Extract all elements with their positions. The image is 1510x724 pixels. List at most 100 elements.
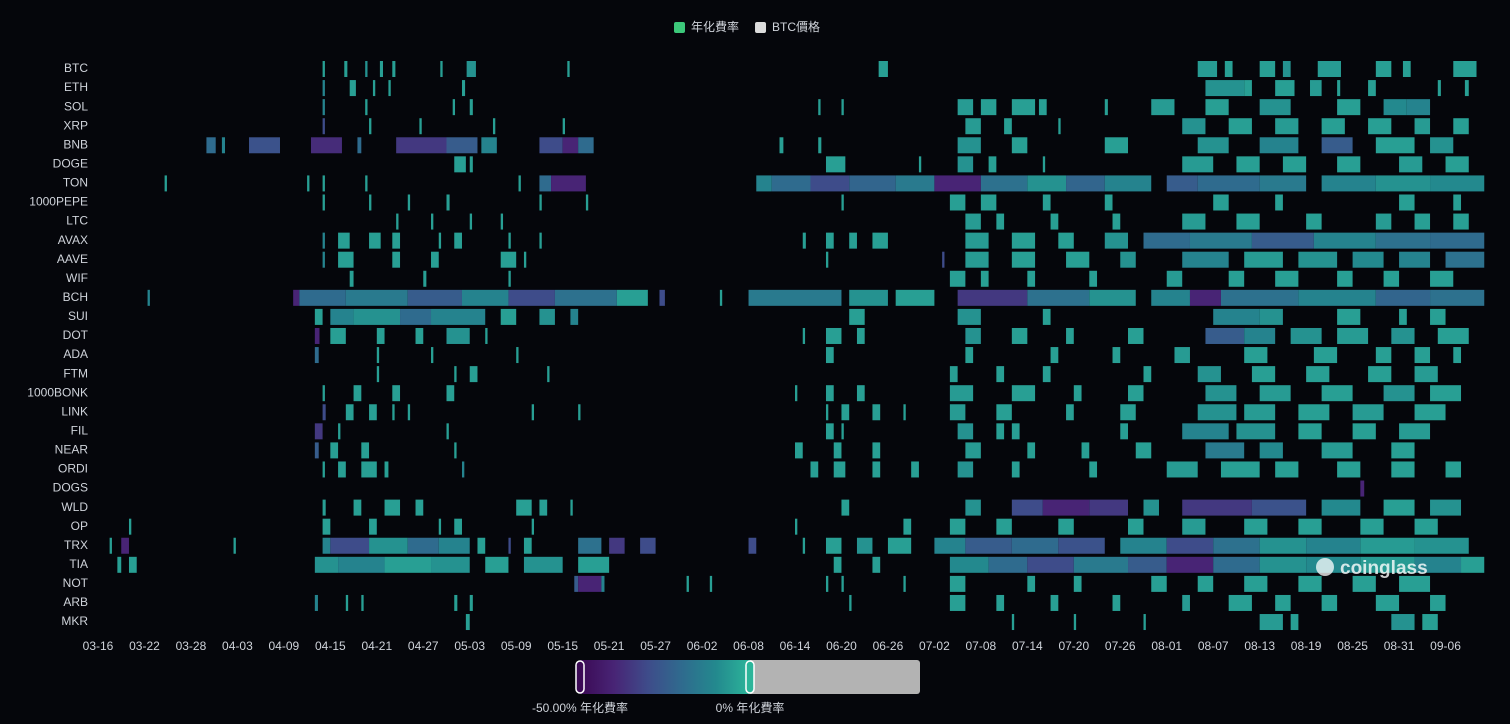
heat-cell (461, 80, 466, 97)
heat-cell (469, 366, 478, 383)
heat-cell (980, 194, 997, 211)
y-tick-label: ETH (64, 80, 88, 94)
heat-cell (849, 308, 865, 325)
heat-cell (1399, 575, 1431, 592)
heat-cell (508, 537, 511, 554)
x-tick-label: 06-20 (826, 639, 857, 653)
watermark-icon (1316, 558, 1334, 576)
heat-cell (1213, 556, 1260, 573)
heat-cell (1310, 80, 1322, 97)
heat-cell (578, 404, 581, 421)
heat-cell (1375, 232, 1431, 249)
heat-cell (878, 61, 888, 77)
heat-cell (1298, 289, 1376, 306)
visual-map-handle[interactable] (575, 660, 585, 694)
heat-cell (1430, 270, 1454, 287)
heat-cell (551, 175, 586, 192)
heat-cell (856, 327, 865, 344)
heat-cell (988, 556, 1028, 573)
heat-cell (376, 366, 380, 383)
heat-cell (1360, 556, 1415, 573)
x-tick-label: 08-07 (1198, 639, 1229, 653)
heat-cell (1011, 614, 1015, 631)
heat-cell (221, 137, 226, 154)
heat-cell (396, 213, 399, 230)
heat-cell (1058, 232, 1074, 249)
heat-cell (957, 289, 1028, 306)
heat-cell (1414, 118, 1431, 135)
heat-cell (353, 308, 401, 325)
heat-cell (1259, 175, 1307, 192)
heat-cell (1182, 156, 1214, 173)
heat-cell (508, 289, 555, 306)
heat-cell (454, 232, 462, 249)
heat-cell (570, 308, 579, 325)
heat-cell (438, 518, 442, 535)
heat-cell (686, 575, 689, 592)
heat-cell (1464, 80, 1469, 97)
x-tick-label: 04-27 (408, 639, 439, 653)
visual-map-range (580, 660, 750, 694)
heat-cell (322, 461, 325, 478)
heat-cell (1058, 537, 1105, 554)
heat-cell (1375, 347, 1392, 364)
x-tick-label: 08-19 (1291, 639, 1322, 653)
heat-cell (841, 194, 844, 211)
heat-cell (1360, 480, 1365, 497)
heat-cell (1430, 499, 1462, 516)
heat-cell (825, 575, 829, 592)
legend-swatch[interactable] (674, 22, 685, 33)
heat-cell (833, 461, 846, 478)
heat-cell (392, 404, 395, 421)
heat-cell (949, 594, 966, 611)
heat-cell (299, 289, 346, 306)
heat-cell (338, 461, 346, 478)
heat-cell (1399, 156, 1423, 173)
heat-cell (1414, 518, 1438, 535)
heat-cell (454, 518, 462, 535)
visual-map-handle[interactable] (745, 660, 755, 694)
heat-cell (1321, 137, 1353, 154)
heat-cell (481, 137, 497, 154)
heat-cell (314, 308, 323, 325)
heat-cell (1383, 99, 1407, 116)
heat-cell (1205, 327, 1245, 344)
heat-cell (1104, 175, 1152, 192)
x-tick-label: 04-03 (222, 639, 253, 653)
heat-cell (1182, 499, 1252, 516)
heat-cell (1453, 61, 1477, 77)
heat-cell (477, 537, 486, 554)
heat-cell (539, 194, 542, 211)
heat-cell (128, 518, 132, 535)
legend-label[interactable]: 年化費率 (691, 19, 739, 34)
heat-cell (1391, 442, 1415, 459)
heat-cell (516, 499, 532, 516)
heat-cell (1112, 213, 1121, 230)
x-tick-label: 09-06 (1430, 639, 1461, 653)
y-tick-label: FTM (63, 366, 88, 380)
heat-cell (361, 442, 370, 459)
heat-cell (345, 594, 349, 611)
x-tick-label: 07-14 (1012, 639, 1043, 653)
heat-cell (446, 385, 455, 402)
legend-swatch[interactable] (755, 22, 767, 33)
heat-cell (407, 194, 411, 211)
heat-cell (748, 289, 842, 306)
heat-cell (388, 80, 391, 97)
heat-cell (314, 347, 319, 364)
legend-label[interactable]: BTC價格 (772, 19, 820, 34)
heat-cell (1298, 251, 1338, 268)
heat-cell (1275, 270, 1299, 287)
heat-cell (825, 347, 834, 364)
y-tick-label: DOGE (53, 157, 88, 171)
heat-cell (1073, 575, 1082, 592)
heat-cell (322, 118, 325, 135)
heat-cell (996, 423, 1005, 440)
heat-cell (109, 537, 112, 554)
heat-cell (818, 99, 821, 116)
heat-cell (431, 213, 434, 230)
heat-cell (574, 575, 579, 592)
heat-cell (1375, 175, 1431, 192)
heat-cell (1220, 461, 1260, 478)
y-tick-label: TON (63, 176, 88, 190)
